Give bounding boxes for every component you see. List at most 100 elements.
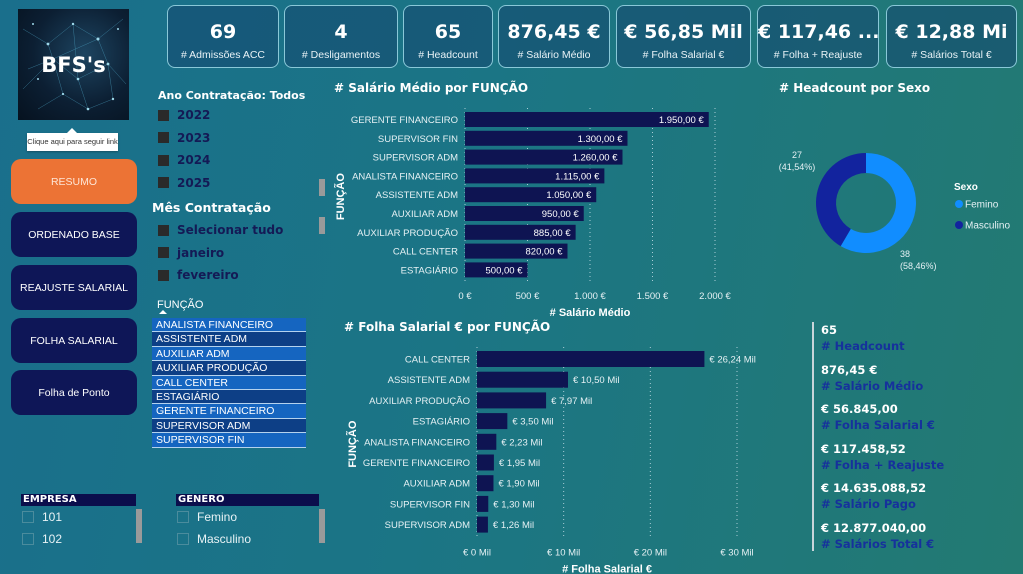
nav-button-folha-salarial[interactable]: FOLHA SALARIAL [11,318,137,363]
genero-slicer: GENERO Femino Masculino [176,494,319,550]
kpi-value: € 117,46 ... [758,21,880,43]
bar[interactable] [477,351,705,367]
bar[interactable] [465,130,628,146]
x-tick-label: 2.000 € [699,291,731,302]
logo-image[interactable]: BFS's [18,9,129,120]
ano-slicer-scrollbar[interactable] [319,179,325,196]
option-label: Femino [197,510,238,524]
genero-option[interactable]: Masculino [176,528,319,550]
bar[interactable] [477,371,568,388]
kpi-card-salario-medio: 876,45 € # Salário Médio [498,5,610,68]
checkbox[interactable] [158,247,169,259]
nav-button-ordenado-base[interactable]: ORDENADO BASE [11,212,137,257]
checkbox[interactable] [22,533,34,545]
genero-slicer-scrollbar[interactable] [319,509,325,543]
bar[interactable] [465,168,605,184]
funcao-option[interactable]: ESTAGIÁRIO [152,389,306,405]
mes-slicer-scrollbar[interactable] [319,217,325,234]
checkbox[interactable] [177,511,189,523]
bar[interactable] [477,433,497,450]
ano-option[interactable]: 2025 [158,172,210,195]
checkbox[interactable] [158,224,169,236]
bar[interactable] [465,206,584,221]
y-category-label: ANALISTA FINANCEIRO [364,437,470,448]
kpi-label: # Salários Total € [911,49,992,61]
checkbox[interactable] [22,511,34,523]
y-axis-title: FUNÇÃO [346,420,359,467]
donut-slice-femino[interactable] [840,153,916,253]
legend-item[interactable]: Femino [965,200,999,211]
bar[interactable] [465,262,528,278]
mes-option[interactable]: Selecionar tudo [158,219,283,242]
bar[interactable] [477,413,508,430]
checkbox[interactable] [177,533,189,545]
kpi-card-admissoes: 69 # Admissões ACC [167,5,279,68]
donut-slice-masculino[interactable] [816,153,866,247]
empresa-option[interactable]: 102 [21,528,136,550]
bar[interactable] [465,243,568,259]
empresa-slicer-scrollbar[interactable] [136,509,142,543]
sort-ascending-icon[interactable] [159,310,167,314]
funcao-option[interactable]: SUPERVISOR FIN [152,433,306,448]
ano-option[interactable]: 2022 [158,104,210,127]
card-row: 876,45 € # Salário Médio [821,362,1012,394]
bar[interactable] [477,454,494,471]
bar[interactable] [477,475,494,492]
data-label: (58,46%) [900,261,937,271]
checkbox[interactable] [158,177,169,189]
genero-option[interactable]: Femino [176,506,319,528]
kpi-label: # Salário Médio [517,49,591,61]
bar[interactable] [477,516,488,533]
bar[interactable] [465,187,597,203]
mes-option[interactable]: janeiro [158,242,283,265]
x-tick-label: € 30 Mil [720,547,753,558]
funcao-option[interactable]: ANALISTA FINANCEIRO [152,318,306,333]
nav-button-folha-de-ponto[interactable]: Folha de Ponto [11,370,137,415]
legend-item[interactable]: Masculino [965,221,1010,232]
empresa-option[interactable]: 101 [21,506,136,528]
mes-contratacao-title: Mês Contratação [152,200,271,215]
nav-button-resumo[interactable]: RESUMO [11,159,137,204]
checkbox[interactable] [158,132,169,144]
kpi-card-headcount: 65 # Headcount [403,5,493,68]
data-label: 1.260,00 € [573,153,619,164]
legend-marker [955,200,963,208]
ano-option[interactable]: 2023 [158,127,210,150]
funcao-option[interactable]: GERENTE FINANCEIRO [152,404,306,419]
card-row: € 14.635.088,52 # Salário Pago [821,480,1012,512]
bar[interactable] [465,224,576,240]
kpi-value: 69 [209,21,237,43]
checkbox[interactable] [158,109,169,121]
checkbox[interactable] [158,269,169,281]
option-label: 2024 [177,153,211,168]
funcao-option[interactable]: CALL CENTER [152,375,306,390]
data-label: 1.300,00 € [578,134,624,145]
kpi-value: € 56,85 Mil [624,21,743,43]
data-label: € 1,26 Mil [493,520,534,531]
card-label: # Folha Salarial € [821,418,935,432]
funcao-option[interactable]: SUPERVISOR ADM [152,418,306,434]
mes-option[interactable]: fevereiro [158,264,283,287]
kpi-label: # Folha Salarial € [642,49,725,61]
ano-option[interactable]: 2024 [158,149,210,172]
bar[interactable] [477,392,547,409]
data-label: 1.050,00 € [546,190,592,201]
x-tick-label: 1.500 € [637,291,669,302]
data-label: € 7,97 Mil [551,396,592,407]
y-axis-title: FUNÇÃO [334,173,347,220]
kpi-card-salarios-total: € 12,88 Mi # Salários Total € [886,5,1017,68]
logo-text: BFS's [41,53,106,77]
card-row: € 56.845,00 # Folha Salarial € [821,401,1012,433]
bar[interactable] [465,149,623,165]
multi-row-card: 65 # Headcount 876,45 € # Salário Médio € … [812,322,1012,551]
funcao-option[interactable]: AUXILIAR PRODUÇÃO [152,361,306,376]
bar[interactable] [477,495,489,512]
funcao-option[interactable]: AUXILIAR ADM [152,346,306,362]
data-label: 38 [900,249,910,259]
checkbox[interactable] [158,154,169,166]
funcao-option[interactable]: ASSISTENTE ADM [152,332,306,347]
y-category-label: SUPERVISOR FIN [378,134,458,145]
bar[interactable] [465,112,709,127]
nav-button-reajuste-salarial[interactable]: REAJUSTE SALARIAL [11,265,137,310]
option-label: fevereiro [177,268,239,283]
